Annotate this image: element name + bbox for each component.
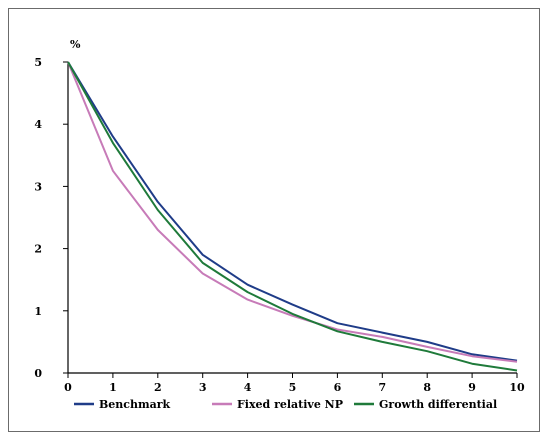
x-tick-label: 2 bbox=[154, 381, 162, 394]
chart-frame: 0 1 2 3 4 5 0 1 2 3 4 5 6 7 8 9 10 % Benchmark Fixed rela… bbox=[8, 8, 540, 432]
legend-label: Growth differential bbox=[379, 398, 497, 411]
x-tick-label: 9 bbox=[468, 381, 476, 394]
y-axis-unit-label: % bbox=[70, 38, 81, 51]
series-line-benchmark bbox=[67, 61, 518, 362]
y-tick-label: 4 bbox=[34, 118, 42, 131]
x-tick-label: 8 bbox=[423, 381, 431, 394]
x-tick-label: 10 bbox=[509, 381, 525, 394]
x-tick-label: 1 bbox=[109, 381, 117, 394]
y-tick-label: 0 bbox=[34, 367, 42, 380]
series-layer bbox=[67, 61, 518, 372]
y-tick-label: 2 bbox=[34, 243, 42, 256]
axes: 0 1 2 3 4 5 0 1 2 3 4 5 6 7 8 9 10 bbox=[34, 56, 525, 394]
x-tick-label: 0 bbox=[64, 381, 72, 394]
y-tick-label: 1 bbox=[34, 305, 42, 318]
x-tick-label: 6 bbox=[334, 381, 342, 394]
y-tick-label: 3 bbox=[34, 180, 42, 193]
y-tick-label: 5 bbox=[34, 56, 42, 69]
x-tick-label: 3 bbox=[199, 381, 207, 394]
legend-label: Fixed relative NP bbox=[237, 398, 343, 411]
legend: Benchmark Fixed relative NP Growth differe… bbox=[74, 398, 497, 411]
x-tick-label: 5 bbox=[289, 381, 297, 394]
series-line-growth-differential bbox=[67, 61, 518, 372]
legend-label: Benchmark bbox=[99, 398, 171, 411]
x-tick-label: 7 bbox=[378, 381, 386, 394]
line-chart: 0 1 2 3 4 5 0 1 2 3 4 5 6 7 8 9 10 % Benchmark Fixed rela… bbox=[34, 38, 525, 411]
series-line-fixed-relative-np bbox=[67, 61, 518, 363]
x-tick-label: 4 bbox=[244, 381, 252, 394]
